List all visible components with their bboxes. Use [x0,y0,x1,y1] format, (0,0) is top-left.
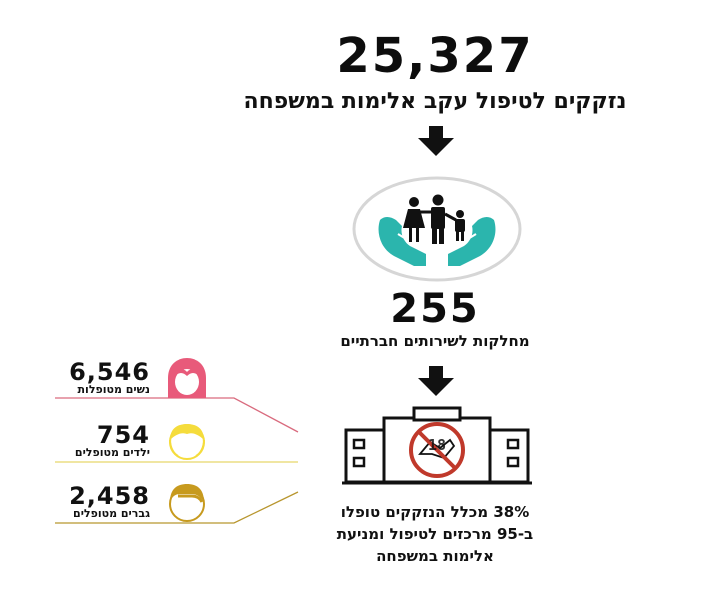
total-cases-number: 25,327 [336,28,534,84]
women-treated-number: 6,546 [69,358,150,386]
bottom-stat-line-2: ב-95 מרכזים לטיפול ומניעת [336,525,534,543]
men-treated-label: גברים מטופלים [73,507,150,520]
woman-face-icon [168,358,206,398]
men-treated-number: 2,458 [69,482,150,510]
family-hands-icon [352,176,522,282]
man-face-icon [169,484,205,522]
child-face-icon [169,424,205,460]
children-treated-label: ילדים מטופלים [74,446,150,459]
total-cases-label: נזקקים לטיפול עקב אלימות במשפחה [243,89,627,114]
down-arrow-icon [418,366,454,396]
bottom-stat-line-3: אלימות במשפחה [376,547,494,565]
women-connector-line [55,397,299,433]
departments-label: מחלקות לשירותים חברתיים [340,332,530,350]
down-arrow-icon [418,126,454,156]
departments-number: 255 [390,286,480,332]
women-treated-label: נשים מטופלות [77,383,150,396]
bottom-stat-line-1: 38% מכלל הנזקקים טופלו [340,503,530,521]
building-sign-number: 18 [427,436,447,454]
treatment-center-building-icon [342,406,532,485]
children-treated-number: 754 [96,421,150,449]
men-connector-line [55,491,299,524]
